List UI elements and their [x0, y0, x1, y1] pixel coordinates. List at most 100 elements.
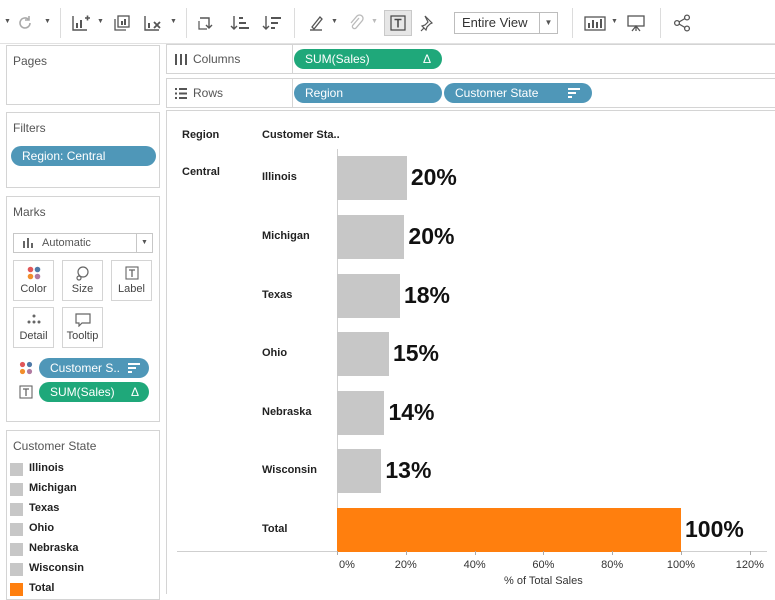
size-button-label: Size	[71, 283, 94, 295]
columns-pill-label: SUM(Sales)	[305, 52, 370, 66]
sort-icon	[128, 363, 140, 373]
legend-card: Customer State Illinois Michigan Texas Ohio…	[6, 430, 160, 600]
refresh-icon[interactable]	[14, 10, 36, 36]
x-axis-tick	[681, 551, 682, 555]
view-fit-select[interactable]: Entire View ▼	[454, 12, 558, 34]
swap-icon[interactable]	[194, 10, 218, 36]
header-customer-state[interactable]: Customer Sta..	[262, 129, 340, 141]
show-me-caret-icon[interactable]: ▼	[611, 18, 618, 25]
toolbar-divider	[60, 8, 61, 38]
header-region[interactable]: Region	[182, 129, 220, 141]
tooltip-icon	[63, 308, 102, 330]
color-palette-icon	[14, 261, 53, 283]
bar-mark[interactable]	[337, 449, 382, 494]
marks-title: Marks	[13, 205, 46, 219]
filter-pill-region[interactable]: Region: Central	[11, 146, 156, 166]
shelf-divider	[292, 79, 293, 108]
bar-value-label: 15%	[392, 340, 439, 367]
rows-icon	[175, 88, 187, 99]
bar-value-label: 20%	[408, 222, 455, 249]
group-caret-icon[interactable]: ▼	[371, 18, 378, 25]
toolbar-divider	[294, 8, 295, 38]
presentation-icon[interactable]	[624, 10, 648, 36]
share-icon[interactable]	[670, 10, 694, 36]
legend-swatch	[10, 563, 23, 576]
columns-shelf[interactable]: Columns SUM(Sales) Δ	[166, 44, 775, 74]
state-label[interactable]: Texas	[262, 288, 293, 301]
mark-type-value: Automatic	[42, 237, 91, 249]
highlight-caret-icon[interactable]: ▼	[331, 18, 338, 25]
bar-mark[interactable]	[337, 332, 389, 377]
clear-caret-icon[interactable]: ▼	[170, 18, 177, 25]
x-axis-tick	[612, 551, 614, 555]
bar-mark[interactable]	[337, 390, 385, 435]
detail-button-label: Detail	[19, 330, 48, 342]
toolbar-divider	[660, 8, 661, 38]
viz-area: Region Customer Sta.. Central Illinois 20…	[166, 110, 775, 594]
undo-caret-icon[interactable]: ▼	[4, 18, 11, 25]
legend-item-label: Michigan	[29, 482, 77, 494]
show-me-icon[interactable]	[582, 10, 608, 36]
filters-card[interactable]: Filters Region: Central	[6, 112, 160, 188]
rows-shelf[interactable]: Rows Region Customer State	[166, 78, 775, 108]
pages-card[interactable]: Pages	[6, 45, 160, 105]
state-label[interactable]: Ohio	[262, 347, 288, 360]
show-labels-icon[interactable]	[386, 10, 410, 36]
legend-item-label: Illinois	[29, 462, 64, 474]
state-label[interactable]: Total	[262, 522, 288, 535]
highlight-icon[interactable]	[304, 10, 328, 36]
size-button[interactable]: Size	[62, 260, 103, 301]
color-pill-customer-state[interactable]: Customer S..	[39, 358, 149, 378]
duplicate-icon[interactable]	[110, 10, 134, 36]
bar-mark[interactable]	[337, 214, 405, 259]
bar-mark[interactable]	[337, 273, 400, 318]
new-worksheet-caret-icon[interactable]: ▼	[97, 18, 104, 25]
clear-sheet-icon[interactable]	[140, 10, 166, 36]
x-axis-title[interactable]: % of Total Sales	[504, 575, 583, 587]
toolbar: ▼ ▼ ▼ ▼ ▼ ▼ Entire View ▼	[0, 0, 775, 44]
color-encoding-icon	[19, 361, 33, 375]
refresh-caret-icon[interactable]: ▼	[44, 18, 51, 25]
x-axis-tick-label: 120%	[735, 559, 764, 571]
columns-label: Columns	[193, 52, 241, 66]
color-button-label: Color	[20, 283, 47, 295]
filters-title: Filters	[13, 121, 46, 135]
sort-descending-icon[interactable]	[260, 10, 284, 36]
mark-type-select[interactable]: Automatic ▼	[13, 233, 153, 253]
legend-item-label: Total	[29, 582, 55, 594]
state-label[interactable]: Nebraska	[262, 405, 312, 418]
shelf-divider	[292, 45, 293, 74]
state-label[interactable]: Michigan	[262, 229, 310, 242]
bar-value-label: 100%	[685, 515, 744, 542]
detail-dots-icon	[14, 308, 53, 330]
state-label[interactable]: Wisconsin	[262, 464, 317, 477]
bar-value-label: 18%	[403, 281, 450, 308]
group-icon[interactable]	[344, 10, 368, 36]
x-axis-tick-label: 60%	[532, 559, 555, 571]
region-label-central[interactable]: Central	[182, 166, 220, 178]
bar-chart-icon	[23, 238, 33, 248]
rows-pill-customer-state[interactable]: Customer State	[444, 83, 592, 103]
legend-swatch	[10, 463, 23, 476]
pin-icon[interactable]	[416, 10, 438, 36]
color-button[interactable]: Color	[13, 260, 54, 301]
legend-swatch	[10, 543, 23, 556]
size-icon	[63, 261, 102, 283]
bar-mark[interactable]	[337, 507, 681, 552]
tooltip-button[interactable]: Tooltip	[62, 307, 103, 348]
label-button[interactable]: Label	[111, 260, 152, 301]
label-button-label: Label	[118, 283, 145, 295]
x-axis-tick-label: 0%	[339, 559, 355, 571]
state-label[interactable]: Illinois	[262, 171, 297, 184]
detail-button[interactable]: Detail	[13, 307, 54, 348]
bar-mark[interactable]	[337, 156, 407, 201]
x-axis-tick-label: 40%	[463, 559, 486, 571]
new-worksheet-icon[interactable]	[68, 10, 94, 36]
columns-pill-sum-sales[interactable]: SUM(Sales) Δ	[294, 49, 442, 69]
legend-swatch	[10, 583, 23, 596]
marks-card: Marks Automatic ▼ Color Size Label Detai…	[6, 196, 160, 422]
rows-pill-region[interactable]: Region	[294, 83, 442, 103]
label-pill-sum-sales[interactable]: SUM(Sales) Δ	[39, 382, 149, 402]
sort-ascending-icon[interactable]	[228, 10, 252, 36]
legend-swatch	[10, 483, 23, 496]
